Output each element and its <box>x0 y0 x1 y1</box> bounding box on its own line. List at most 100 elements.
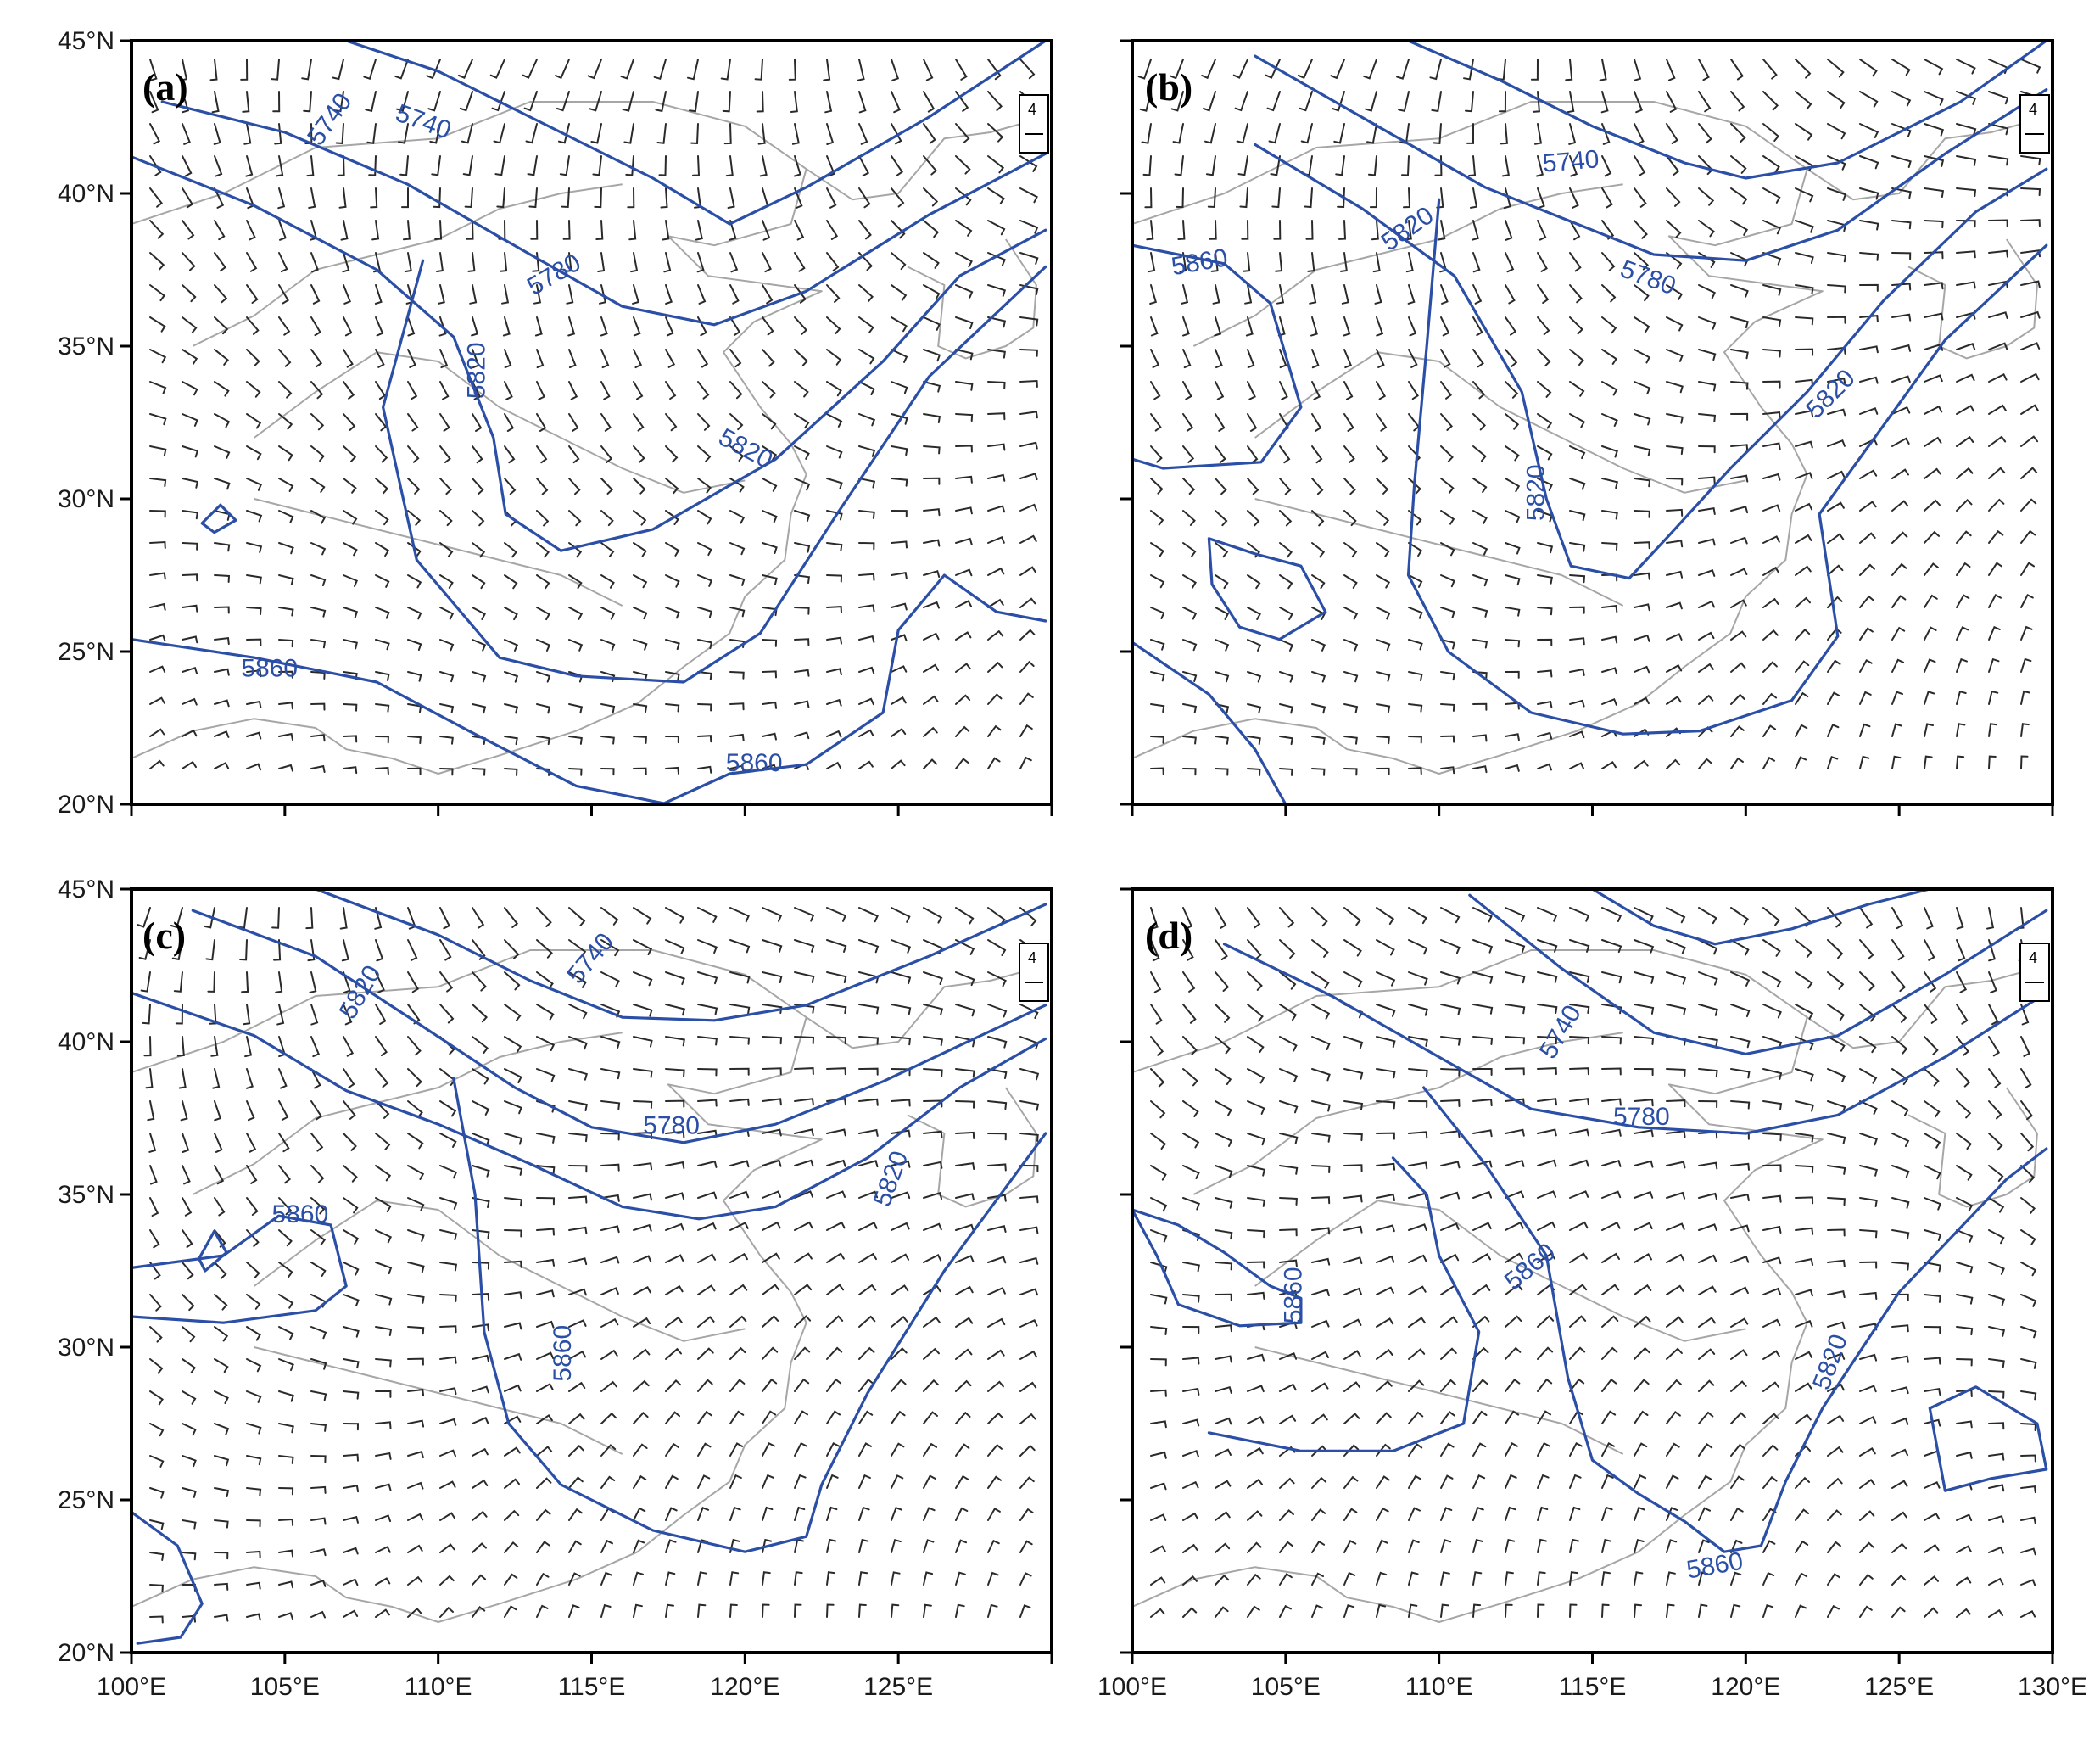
wind-barb <box>1859 376 1879 384</box>
wind-barb <box>923 1603 932 1618</box>
wind-barb <box>1634 1379 1650 1392</box>
wind-barb <box>278 732 293 741</box>
wind-barb <box>1408 316 1417 337</box>
wind-barb <box>568 768 583 776</box>
wind-barb <box>762 381 776 399</box>
wind-barb <box>1956 1451 1973 1459</box>
wind-barb <box>439 1543 455 1553</box>
wind-barb <box>1569 1474 1582 1489</box>
wind-barb <box>1762 566 1780 576</box>
x-tick-label: 130°E <box>2018 1673 2087 1701</box>
wind-barb <box>1440 1316 1458 1328</box>
wind-barb <box>826 1441 840 1457</box>
wind-barb <box>1215 1574 1230 1586</box>
wind-barb <box>1601 542 1618 551</box>
wind-barb <box>204 907 215 929</box>
wind-barb <box>1440 1036 1461 1046</box>
coastline <box>1254 351 1746 494</box>
wind-barb <box>1247 907 1261 929</box>
wind-barb <box>1440 939 1461 954</box>
wind-barb <box>246 542 263 553</box>
wind-barb <box>1150 381 1161 400</box>
wind-barb <box>858 635 875 643</box>
wind-barb <box>697 735 712 743</box>
wind-barb <box>1988 1484 2005 1492</box>
wind-barb <box>697 1222 717 1231</box>
wind-barb <box>536 1068 556 1082</box>
wind-barb <box>407 1451 424 1458</box>
wind-barb <box>1924 91 1944 106</box>
wind-barb <box>923 477 941 485</box>
wind-barb <box>1956 1576 1972 1586</box>
wind-barb <box>278 1294 294 1309</box>
wind-barb <box>1859 1541 1874 1553</box>
wind-barb <box>1440 1571 1450 1586</box>
wind-barb <box>246 669 262 678</box>
contour-label: 5780 <box>1613 1103 1670 1131</box>
wind-barb <box>794 1506 806 1521</box>
wind-barb <box>1634 413 1651 426</box>
wind-barb <box>366 123 377 144</box>
wind-barb <box>1279 1100 1299 1114</box>
wind-barb <box>1150 1262 1168 1274</box>
contour-5740 <box>1590 889 1931 946</box>
wind-barb <box>1537 574 1553 585</box>
wind-barb <box>1244 284 1253 305</box>
wind-barb <box>343 639 359 650</box>
wind-barb <box>568 607 584 620</box>
wind-barb <box>1730 506 1749 514</box>
wind-barb <box>149 510 166 518</box>
wind-barb <box>439 736 454 745</box>
wind-barb <box>1956 373 1975 383</box>
wind-barb <box>149 1519 165 1530</box>
wind-barb <box>1924 282 1944 290</box>
wind-barb <box>1956 155 1977 166</box>
wind-barb <box>303 91 312 113</box>
wind-barb <box>182 1519 197 1530</box>
wind-barb <box>1795 1036 1814 1051</box>
contour-5860 <box>131 1214 348 1324</box>
wind-barb <box>182 1294 195 1312</box>
wind-barb <box>1279 1477 1295 1489</box>
wind-barb <box>1956 1294 1974 1305</box>
wind-barb <box>1569 637 1585 646</box>
wind-barb <box>1569 939 1590 953</box>
wind-barb <box>310 284 321 305</box>
wind-barb <box>762 1603 770 1618</box>
wind-barb <box>633 1255 652 1263</box>
wind-barb <box>214 187 225 209</box>
wind-barb <box>794 607 810 615</box>
wind-barb <box>987 1224 1007 1233</box>
wind-barb <box>1666 1571 1676 1586</box>
wind-barb <box>1440 1507 1453 1521</box>
wind-barb <box>439 1575 455 1586</box>
wind-barb <box>1505 733 1520 741</box>
wind-barb <box>762 1221 781 1231</box>
wind-barb <box>1343 1164 1363 1172</box>
wind-barb <box>182 413 198 427</box>
wind-barb <box>1247 413 1258 432</box>
wind-barb <box>633 907 652 925</box>
wind-barb <box>1956 690 1967 705</box>
wind-barb <box>149 252 165 271</box>
wind-barb <box>214 762 230 769</box>
wind-barb <box>429 123 441 144</box>
wind-barb <box>1376 1224 1395 1233</box>
wind-barb <box>1472 734 1488 742</box>
wind-barb <box>407 671 422 682</box>
wind-barb <box>633 1193 652 1201</box>
wind-barb <box>1666 1222 1685 1231</box>
wind-barb <box>858 1222 878 1231</box>
wind-barb <box>1795 1289 1813 1297</box>
wind-barb <box>1956 498 1973 512</box>
wind-barb <box>697 1253 717 1263</box>
wind-barb <box>1537 1378 1553 1392</box>
wind-barb <box>568 971 587 988</box>
wind-barb <box>923 1507 936 1521</box>
wind-barb <box>246 1100 255 1122</box>
wind-barb <box>310 1197 326 1215</box>
wind-barb <box>1311 381 1321 400</box>
wind-barb <box>1150 1576 1166 1586</box>
wind-barb <box>149 381 167 394</box>
wind-barb <box>343 1609 359 1618</box>
